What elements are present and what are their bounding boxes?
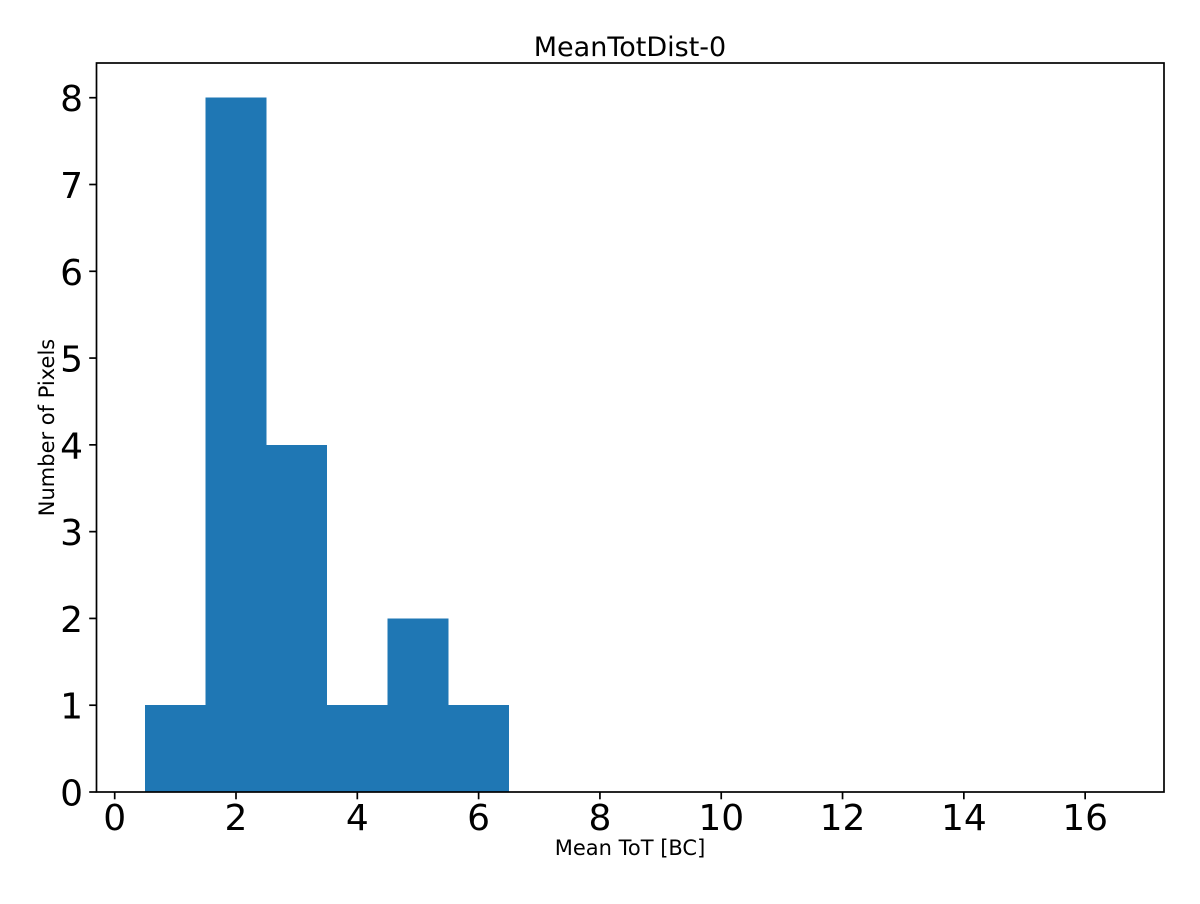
histogram-bar (266, 444, 327, 792)
x-tick-label: 14 (941, 798, 987, 839)
x-tick-label: 4 (346, 798, 369, 839)
x-tick-label: 6 (467, 798, 490, 839)
x-tick-label: 2 (225, 798, 248, 839)
y-tick-label: 3 (60, 513, 83, 554)
y-axis-label: Number of Pixels (35, 339, 59, 516)
x-tick-label: 0 (103, 798, 126, 839)
x-axis-label: Mean ToT [BC] (555, 836, 706, 860)
y-axis-ticks-group: 0 1 2 3 4 5 6 7 8 (60, 79, 97, 815)
x-tick-label: 16 (1062, 798, 1108, 839)
histogram-bar (448, 705, 509, 792)
y-tick-label: 2 (60, 600, 83, 641)
x-tick-label: 12 (820, 798, 866, 839)
histogram-bars-group (145, 97, 509, 792)
chart-title: MeanTotDist-0 (534, 32, 726, 63)
histogram-bar (205, 97, 267, 792)
y-tick-label: 4 (60, 426, 83, 467)
histogram-bar (326, 705, 388, 792)
histogram-bar (387, 618, 449, 792)
histogram-bar (145, 705, 206, 792)
y-tick-label: 6 (60, 253, 83, 294)
axes-border (95, 62, 1165, 793)
y-tick-label: 8 (60, 79, 83, 120)
y-tick-label: 1 (60, 687, 83, 728)
y-tick-label: 7 (60, 166, 83, 207)
y-tick-label: 5 (60, 340, 83, 381)
x-tick-label: 8 (588, 798, 611, 839)
x-axis-ticks-group: 0 2 4 6 8 10 12 14 16 (103, 792, 1108, 839)
x-tick-label: 10 (698, 798, 744, 839)
y-tick-label: 0 (60, 774, 83, 815)
